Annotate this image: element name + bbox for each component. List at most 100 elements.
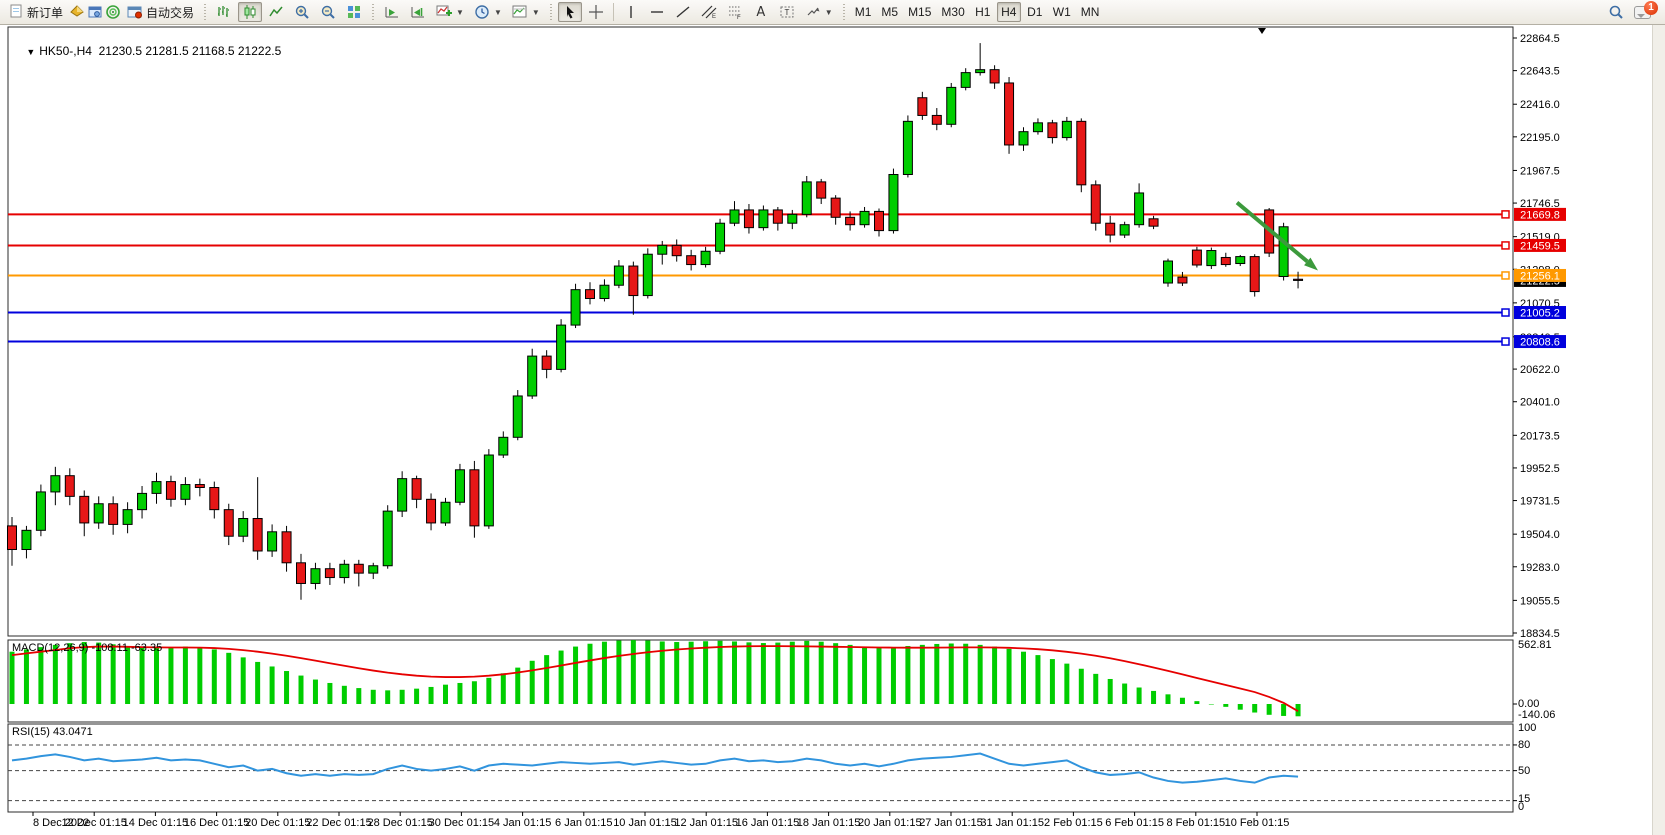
toolbar-grip[interactable] xyxy=(841,4,846,20)
candle-up xyxy=(137,492,148,511)
candle-up xyxy=(1206,250,1217,267)
tile-windows-button[interactable] xyxy=(342,2,366,22)
crosshair-tool-button[interactable] xyxy=(584,2,608,22)
zoom-out-icon xyxy=(320,4,336,20)
rsi-pane[interactable] xyxy=(7,723,1514,813)
fibonacci-icon: F xyxy=(727,4,743,21)
candle-up xyxy=(1032,122,1043,133)
trendline-icon xyxy=(675,4,691,20)
toolbar-grip[interactable] xyxy=(371,4,376,20)
line-handle[interactable] xyxy=(1501,241,1510,250)
svg-text:21669.8: 21669.8 xyxy=(1520,209,1560,221)
svg-text:E: E xyxy=(712,14,716,20)
timeframe-mn[interactable]: MN xyxy=(1077,2,1104,22)
candle-down xyxy=(1249,256,1260,293)
channel-tool-button[interactable]: E xyxy=(697,2,721,22)
line-handle[interactable] xyxy=(1501,271,1510,280)
candle-up xyxy=(599,284,610,300)
candle-up xyxy=(339,563,350,579)
vertical-line-tool-button[interactable] xyxy=(619,2,643,22)
candle-up xyxy=(238,518,249,537)
autotrade-button[interactable]: 自动交易 xyxy=(123,2,198,22)
svg-text:21459.5: 21459.5 xyxy=(1520,240,1560,252)
time-tick-label: 18 Jan 01:15 xyxy=(797,817,861,829)
templates-button[interactable]: ▼ xyxy=(508,2,544,22)
indicators-button[interactable]: ▼ xyxy=(432,2,468,22)
candlestick-chart-button[interactable] xyxy=(238,2,263,22)
bar-chart-button[interactable] xyxy=(212,2,236,22)
timeframe-h1[interactable]: H1 xyxy=(971,2,995,22)
candle-down xyxy=(281,531,292,564)
timeframe-m1[interactable]: M1 xyxy=(851,2,876,22)
candle-up xyxy=(888,173,899,232)
right-edge-strip xyxy=(1652,25,1665,835)
line-handle[interactable] xyxy=(1501,337,1510,346)
candle-up xyxy=(35,491,46,531)
candle-down xyxy=(252,518,263,552)
horizontal-line-tool-button[interactable] xyxy=(645,2,669,22)
trendline-tool-button[interactable] xyxy=(671,2,695,22)
line-chart-icon xyxy=(268,4,284,20)
timeframe-d1[interactable]: D1 xyxy=(1023,2,1047,22)
zoom-in-button[interactable] xyxy=(290,2,314,22)
text-tool-button[interactable]: A xyxy=(749,2,773,22)
periods-button[interactable]: ▼ xyxy=(470,2,506,22)
candle-up xyxy=(151,481,162,494)
price-tick-label: 19504.0 xyxy=(1520,529,1560,541)
auto-scroll-icon xyxy=(384,4,400,20)
time-tick-label: 4 Jan 01:15 xyxy=(494,817,552,829)
candle-up xyxy=(556,324,567,370)
candle-up xyxy=(50,475,61,493)
timeframe-m5[interactable]: M5 xyxy=(877,2,902,22)
chart-shift-marker[interactable] xyxy=(1258,28,1266,34)
fibonacci-tool-button[interactable]: F xyxy=(723,2,747,22)
time-tick-label: 22 Dec 01:15 xyxy=(306,817,371,829)
timeframe-w1[interactable]: W1 xyxy=(1049,2,1075,22)
line-chart-button[interactable] xyxy=(264,2,288,22)
candle-up xyxy=(382,510,393,567)
search-icon[interactable] xyxy=(1608,4,1624,20)
chart-shift-button[interactable] xyxy=(406,2,430,22)
candle-up xyxy=(960,72,971,88)
market-watch-button[interactable] xyxy=(87,4,103,20)
price-tick-label: 22416.0 xyxy=(1520,99,1560,111)
arrows-tool-button[interactable]: ▼ xyxy=(801,2,837,22)
time-tick-label: 8 Dec 2022 xyxy=(33,817,89,829)
label-tool-button[interactable]: T xyxy=(775,2,799,22)
bar-chart-icon xyxy=(216,4,232,20)
toolbar-grip[interactable] xyxy=(203,4,208,20)
notifications-icon[interactable]: 1 xyxy=(1634,0,1658,19)
candle-up xyxy=(859,210,870,226)
price-pane[interactable] xyxy=(7,26,1514,637)
trend-arrow[interactable] xyxy=(1235,201,1318,271)
new-order-button[interactable]: 新订单 xyxy=(4,2,67,22)
dropdown-caret-icon: ▼ xyxy=(531,7,540,17)
signals-button[interactable] xyxy=(105,4,121,20)
svg-text:21256.1: 21256.1 xyxy=(1520,270,1560,282)
tile-windows-icon xyxy=(346,4,362,20)
macd-axis: 562.81 0.00-140.06 xyxy=(1513,639,1555,721)
quotes-button[interactable] xyxy=(69,4,85,20)
line-handle[interactable] xyxy=(1501,210,1510,219)
time-tick-label: 12 Dec 01:15 xyxy=(61,817,126,829)
macd-pane[interactable] xyxy=(7,639,1514,723)
candle-down xyxy=(411,478,422,500)
macd-signal-line xyxy=(11,645,1299,712)
auto-scroll-button[interactable] xyxy=(380,2,404,22)
rsi-indicator-label: RSI(15) 43.0471 xyxy=(12,726,93,738)
time-tick-label: 28 Dec 01:15 xyxy=(367,817,432,829)
price-tick-label: 19731.5 xyxy=(1520,496,1560,508)
zoom-out-button[interactable] xyxy=(316,2,340,22)
candle-down xyxy=(1076,120,1087,186)
line-handle[interactable] xyxy=(1501,308,1510,317)
candle-up xyxy=(801,181,812,215)
timeframe-m15[interactable]: M15 xyxy=(904,2,935,22)
toolbar-grip[interactable] xyxy=(548,4,553,20)
timeframe-m30[interactable]: M30 xyxy=(937,2,968,22)
collapse-indicator-icon[interactable]: ▼ xyxy=(26,47,36,57)
rsi-levels xyxy=(8,744,1513,802)
cursor-tool-button[interactable] xyxy=(557,2,582,22)
timeframe-h4[interactable]: H4 xyxy=(996,2,1021,22)
